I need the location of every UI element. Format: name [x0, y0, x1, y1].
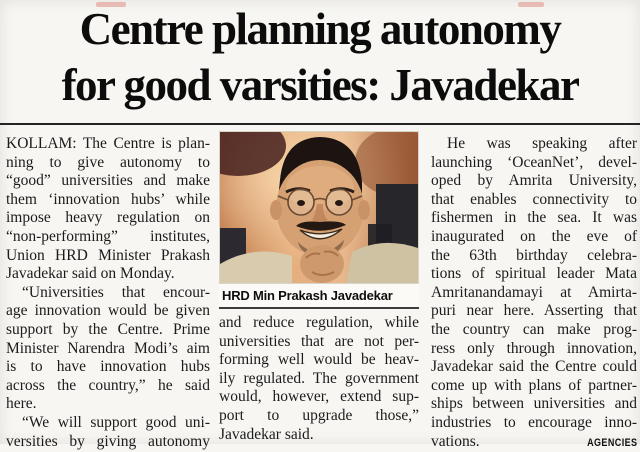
text-line: industries to encourage inno- [431, 414, 637, 433]
portrait-illustration [220, 132, 418, 283]
headline-line1: Centre planning autonomy [0, 1, 640, 57]
paragraph-quote-1: “Universities that encour-age innovation… [6, 284, 210, 414]
headline-divider-rule [0, 123, 640, 125]
closing-line-text: vations. [431, 433, 480, 452]
text-line: Javadekar said the Centre could [431, 358, 637, 377]
text-line: KOLLAM: The Centre is plan- [6, 135, 210, 154]
text-line: ily regulated. The government [219, 370, 419, 389]
paragraph-quote-2: “We will support good uni-versities by g… [6, 414, 210, 451]
text-line: fishermen in the sea. It was [431, 209, 637, 228]
text-line: support by the Centre. Prime [6, 321, 210, 340]
text-line: come up with plans of partner- [431, 377, 637, 396]
minister-portrait-photo [219, 131, 419, 284]
agency-credit: AGENCIES [587, 434, 637, 452]
text-line: puri near here. Asserting that [431, 302, 637, 321]
text-line: the 63th birthday celebra- [431, 247, 637, 266]
text-line: “non-performing” institutes, [6, 228, 210, 247]
text-line: Javadekar said. [219, 426, 419, 445]
paragraph-lede: KOLLAM: The Centre is plan-ning to give … [6, 135, 210, 284]
text-line: here. [6, 395, 210, 414]
text-line: Javadekar said on Monday. [6, 265, 210, 284]
text-line: Minister Narendra Modi’s aim [6, 340, 210, 359]
text-line: versities by giving autonomy [6, 433, 210, 452]
text-line: across the country,” he said [6, 377, 210, 396]
text-line: age innovation would be given [6, 302, 210, 321]
text-line: the country can make prog- [431, 321, 637, 340]
text-line: inaugurated on the eve of [431, 228, 637, 247]
text-line: Amritanandamayi at Amirta- [431, 284, 637, 303]
text-line: impose heavy regulation on [6, 209, 210, 228]
photo-block: HRD Min Prakash Javadekar [219, 131, 419, 309]
text-line: them ‘innovation hubs’ while [6, 191, 210, 210]
text-line: that enables connectivity to [431, 191, 637, 210]
headline-line2: for good varsities: Javadekar [0, 57, 640, 113]
text-line: He was speaking after [431, 135, 637, 154]
text-line: “good” universities and make [6, 172, 210, 191]
text-line: universities that are not per- [219, 333, 419, 352]
text-line: launching ‘OceanNet’, devel- [431, 154, 637, 173]
article-headline: Centre planning autonomy for good varsit… [0, 1, 640, 113]
text-line: tions of spiritual leader Mata [431, 265, 637, 284]
text-line: would, however, extend sup- [219, 388, 419, 407]
text-line: port to upgrade those,” [219, 407, 419, 426]
text-line: ning to give autonomy to [6, 154, 210, 173]
text-line: and reduce regulation, while [219, 314, 419, 333]
text-line: forming well would be heav- [219, 351, 419, 370]
text-line: “We will support good uni- [6, 414, 210, 433]
closing-line-row: vations. AGENCIES [431, 433, 637, 452]
text-line: “Universities that encour- [6, 284, 210, 303]
article-column-left: KOLLAM: The Centre is plan-ning to give … [6, 135, 210, 451]
text-line: ress only through innovation, [431, 340, 637, 359]
text-line: ships between universities and [431, 395, 637, 414]
text-line: is to have innovation hubs [6, 358, 210, 377]
text-line: Union HRD Minister Prakash [6, 247, 210, 266]
text-line: oped by Amrita University, [431, 172, 637, 191]
photo-caption: HRD Min Prakash Javadekar [219, 284, 419, 307]
